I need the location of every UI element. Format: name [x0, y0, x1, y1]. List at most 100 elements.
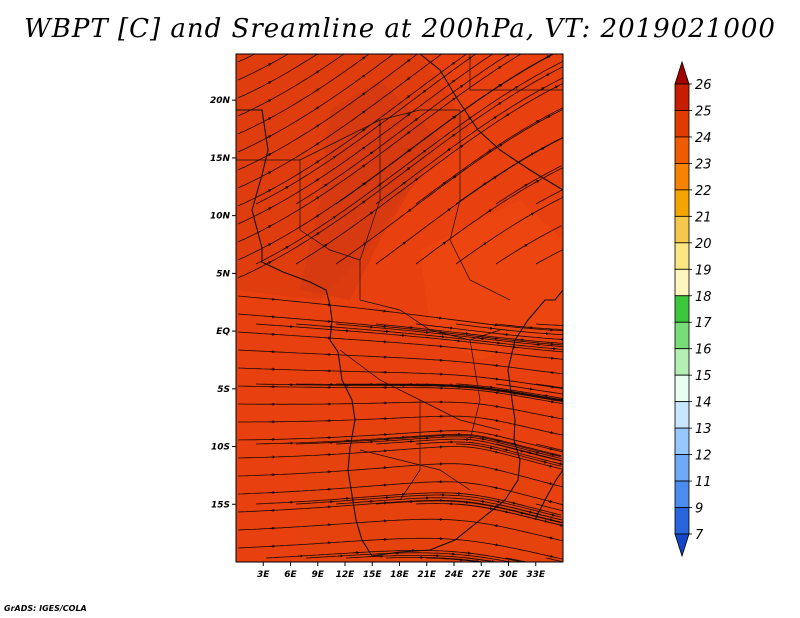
- colorbar-label: 26: [695, 78, 712, 93]
- streamline-arrow: [266, 117, 272, 121]
- streamline: [237, 54, 318, 99]
- streamline: [495, 225, 562, 265]
- lon-tick-label: 27E: [472, 570, 492, 580]
- streamline: [237, 54, 468, 207]
- streamline: [375, 500, 562, 524]
- streamline-arrow: [331, 215, 337, 220]
- red-sea-coast: [419, 54, 563, 191]
- streamline: [295, 54, 510, 205]
- streamline-arrow: [551, 397, 557, 401]
- colorbar-label: 23: [695, 157, 712, 172]
- border-8: [469, 54, 563, 91]
- streamline-arrow: [458, 144, 464, 149]
- lon-tick-label: 33E: [526, 570, 546, 580]
- streamline-arrow: [493, 504, 499, 509]
- streamline-arrow: [361, 242, 367, 246]
- streamline-arrow: [487, 446, 494, 450]
- colorbar-label: 25: [695, 104, 712, 119]
- streamline-arrow: [376, 183, 382, 187]
- streamline-arrow: [493, 467, 499, 471]
- colorbar-swatch: [674, 163, 690, 191]
- streamline-arrow: [522, 244, 528, 248]
- streamline-arrow: [493, 404, 500, 408]
- streamline-arrow: [545, 115, 552, 119]
- streamline-arrow: [368, 151, 374, 156]
- streamline: [237, 349, 563, 375]
- streamline-arrow: [527, 510, 533, 514]
- streamline-arrow: [322, 183, 328, 188]
- streamline-arrow: [496, 66, 502, 70]
- streamline: [415, 323, 563, 340]
- colorbar-label: 15: [695, 369, 712, 384]
- streamlines: [237, 54, 563, 562]
- streamline-arrow: [467, 116, 472, 121]
- streamline-arrow: [510, 501, 517, 505]
- streamline-arrow: [283, 246, 290, 250]
- streamline-arrow: [547, 517, 554, 522]
- streamline: [237, 66, 563, 279]
- streamline: [237, 331, 563, 360]
- streamline: [237, 446, 563, 470]
- streamline-arrow: [548, 400, 555, 404]
- streamline-arrow: [421, 149, 427, 154]
- streamline-arrow: [314, 232, 320, 236]
- streamline-arrow: [495, 439, 501, 443]
- streamline: [295, 494, 562, 518]
- lat-tick-label: 20N: [210, 96, 231, 106]
- streamline-arrow: [266, 153, 272, 157]
- streamline-arrow: [360, 110, 366, 115]
- east-coast: [507, 289, 563, 401]
- colorbar-label: 17: [695, 316, 712, 331]
- streamline-arrow: [492, 116, 498, 120]
- streamline-arrow: [405, 167, 411, 171]
- streamline-arrow: [557, 462, 563, 466]
- colorbar-label: 11: [695, 475, 712, 490]
- streamline-arrow: [361, 182, 367, 186]
- streamline: [495, 165, 562, 205]
- streamline: [237, 54, 370, 135]
- streamline-arrow: [493, 450, 499, 454]
- lat-axis: 20N 15N 10N 5N EQ 5S 10S 15S: [210, 96, 236, 510]
- streamline-arrow: [487, 149, 492, 153]
- streamline: [505, 557, 529, 562]
- streamline: [237, 295, 563, 332]
- streamline-arrow: [405, 131, 411, 135]
- streamline-arrow: [493, 418, 500, 423]
- streamline-arrow: [522, 184, 528, 188]
- streamline: [237, 463, 563, 488]
- map-title: WBPT [C] and Sreamline at 200hPa, VT: 20…: [24, 14, 776, 44]
- streamline-arrow: [314, 196, 320, 200]
- streamline-arrow: [513, 85, 519, 90]
- streamline-arrow: [376, 123, 382, 127]
- streamline-arrow: [547, 482, 553, 486]
- streamline-arrow: [436, 316, 443, 320]
- streamline-arrow: [421, 89, 427, 94]
- map-panel: [235, 53, 564, 563]
- streamline-arrow: [493, 377, 500, 381]
- lon-tick-label: 3E: [257, 570, 270, 580]
- streamline-arrow: [446, 208, 452, 212]
- lon-tick-label: 12E: [336, 570, 356, 580]
- lat-tick-label: 10S: [211, 443, 230, 453]
- lat-tick-label: 5N: [216, 269, 230, 279]
- streamline: [295, 82, 563, 265]
- streamline-arrow: [314, 124, 320, 128]
- streamline-arrow: [539, 147, 545, 151]
- streamline: [535, 189, 563, 205]
- streamline-arrow: [544, 73, 550, 77]
- streamline-arrow: [401, 241, 407, 246]
- streamline-arrow: [526, 450, 533, 455]
- colorbar-swatch: [674, 189, 690, 217]
- colorbar-label: 24: [695, 131, 712, 146]
- streamline-arrow: [266, 81, 272, 85]
- border-3: [359, 120, 381, 300]
- colorbar-label: 16: [695, 343, 712, 358]
- streamline-arrow: [539, 87, 545, 91]
- streamline-arrow: [541, 460, 548, 464]
- lat-tick-label: 15N: [210, 154, 231, 164]
- colorbar-swatch: [674, 507, 690, 535]
- streamline: [535, 249, 563, 265]
- warm-band-north: [236, 54, 470, 300]
- streamline-arrow: [314, 88, 320, 92]
